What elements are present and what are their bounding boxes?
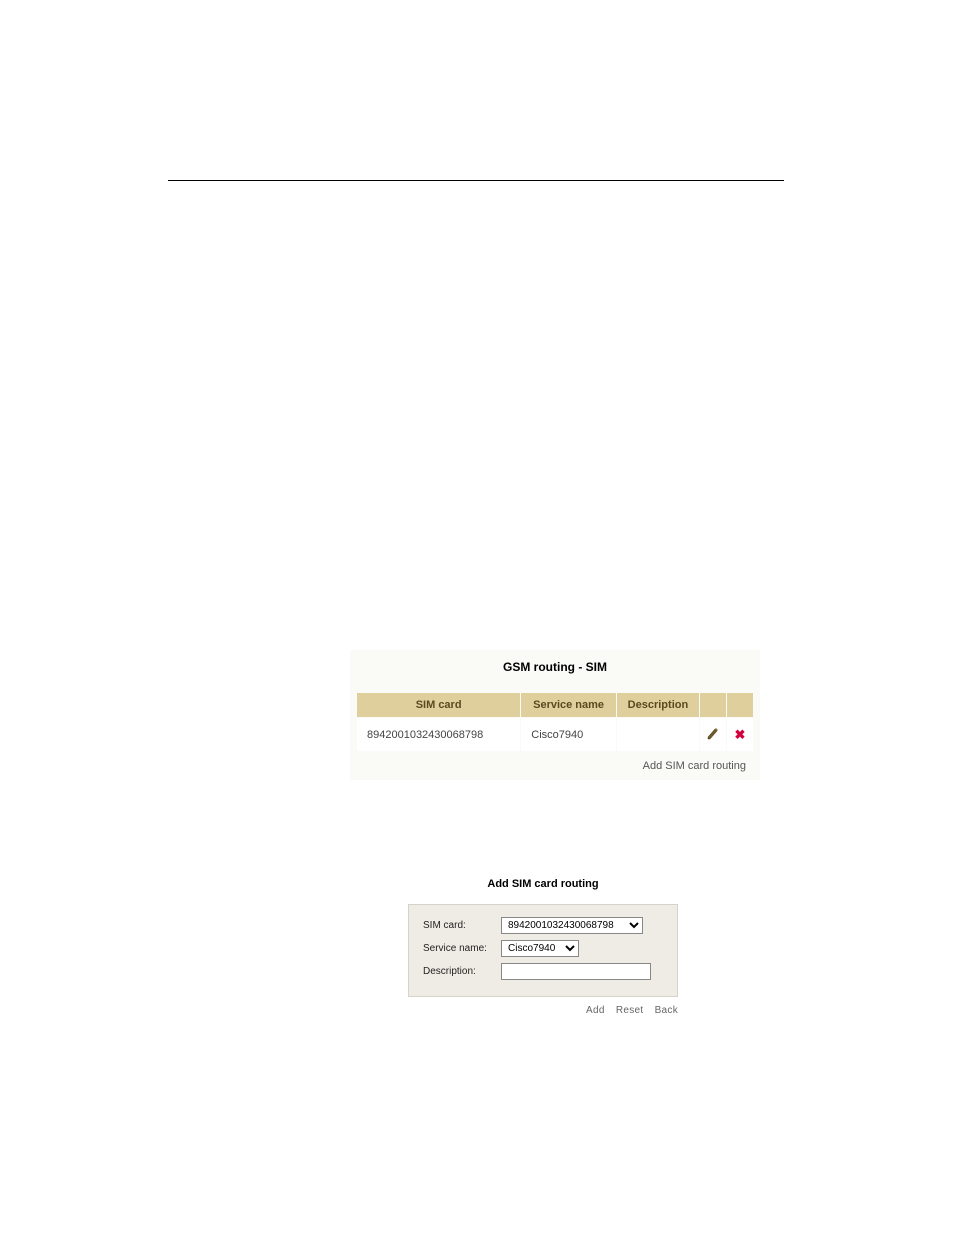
cell-sim-card: 8942001032430068798 — [357, 718, 520, 751]
delete-cell: ✖ — [727, 718, 753, 751]
label-sim-card: SIM card: — [423, 920, 501, 931]
back-button[interactable]: Back — [655, 1005, 678, 1016]
delete-icon[interactable]: ✖ — [735, 727, 746, 742]
reset-button[interactable]: Reset — [616, 1005, 644, 1016]
form-title: Add SIM card routing — [408, 878, 678, 890]
label-description: Description: — [423, 966, 501, 977]
pencil-icon[interactable] — [707, 731, 719, 743]
row-description: Description: — [423, 963, 663, 980]
divider-line — [168, 180, 784, 181]
row-service-name: Service name: Cisco7940 — [423, 940, 663, 957]
add-sim-routing-panel: Add SIM card routing SIM card: 894200103… — [408, 878, 678, 1016]
table-header-row: SIM card Service name Description — [357, 693, 753, 717]
cell-service-name: Cisco7940 — [521, 718, 616, 751]
column-service-name: Service name — [521, 693, 616, 717]
edit-cell — [700, 718, 726, 751]
service-name-select[interactable]: Cisco7940 — [501, 940, 579, 957]
cell-description — [617, 718, 699, 751]
page-container — [168, 180, 784, 641]
table-row: 8942001032430068798 Cisco7940 ✖ — [357, 718, 753, 751]
add-form: SIM card: 8942001032430068798 Service na… — [408, 904, 678, 997]
column-sim-card: SIM card — [357, 693, 520, 717]
column-delete — [727, 693, 753, 717]
column-description: Description — [617, 693, 699, 717]
sim-card-select[interactable]: 8942001032430068798 — [501, 917, 643, 934]
column-edit — [700, 693, 726, 717]
description-input[interactable] — [501, 963, 651, 980]
panel-title: GSM routing - SIM — [356, 660, 754, 674]
label-service-name: Service name: — [423, 943, 501, 954]
gsm-routing-panel: GSM routing - SIM SIM card Service name … — [350, 650, 760, 780]
add-button[interactable]: Add — [586, 1005, 605, 1016]
form-actions: Add Reset Back — [408, 1005, 678, 1016]
add-sim-routing-link[interactable]: Add SIM card routing — [643, 760, 746, 772]
row-sim-card: SIM card: 8942001032430068798 — [423, 917, 663, 934]
routing-table: SIM card Service name Description 894200… — [356, 692, 754, 752]
